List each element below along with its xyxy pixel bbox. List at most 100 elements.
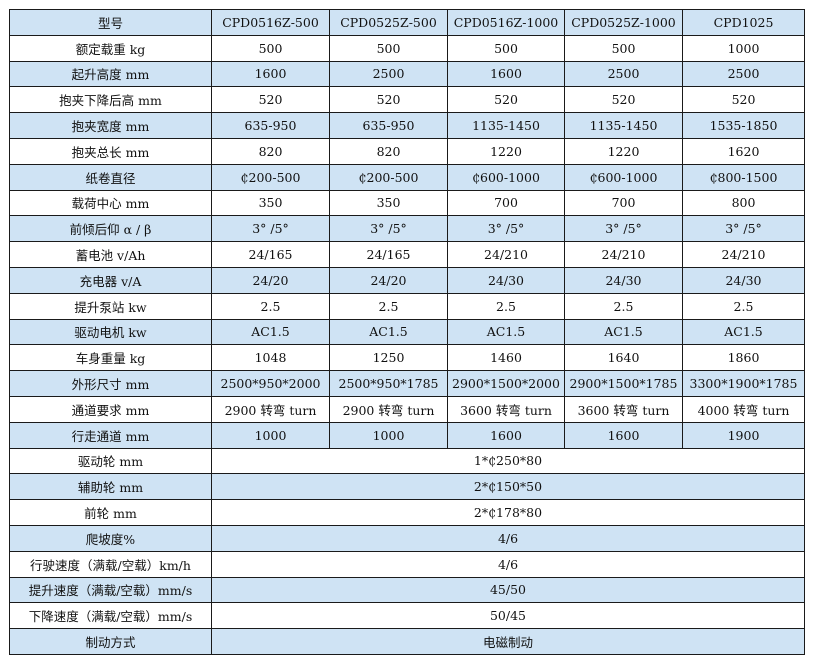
spec-cell: 1048 [211,344,330,372]
shared-row-label: 下降速度（满载/空载）mm/s [9,602,212,630]
spec-cell: 3° /5° [682,215,805,243]
spec-cell: 800 [682,189,805,217]
spec-cell: 2500 [564,60,683,88]
spec-cell: 1000 [682,34,805,62]
spec-cell: AC1.5 [447,318,565,346]
spec-row-label: 车身重量 kg [9,344,212,372]
spec-cell: 24/165 [329,241,448,268]
spec-cell: 2900*1500*1785 [564,370,683,397]
spec-cell: ₵600-1000 [447,163,565,191]
shared-row: 提升速度（满载/空载）mm/s 45/50 [9,576,805,604]
spec-row-label: 纸卷直径 [9,163,212,191]
spec-row: 额定载重 kg 500 500 500 500 1000 [9,34,805,62]
spec-row-label: 蓄电池 v/Ah [9,241,212,268]
spec-cell: 1460 [447,344,565,372]
spec-cell: 3600 转弯 turn [447,395,565,423]
spec-row: 抱夹总长 mm 820 820 1220 1220 1620 [9,137,805,165]
shared-row-value: 2*₵150*50 [211,473,805,501]
spec-cell: 2.5 [211,292,330,320]
spec-table-body: 型号 CPD0516Z-500 CPD0525Z-500 CPD0516Z-10… [9,9,805,655]
spec-row: 抱夹宽度 mm 635-950 635-950 1135-1450 1135-1450 1… [9,112,805,139]
shared-row-label: 前轮 mm [9,499,212,526]
shared-row: 驱动轮 mm 1*₵250*80 [9,447,805,475]
spec-row: 载荷中心 mm 350 350 700 700 800 [9,189,805,217]
shared-row-value: 4/6 [211,550,805,578]
spec-cell: 1220 [447,137,565,165]
spec-table: 型号 CPD0516Z-500 CPD0525Z-500 CPD0516Z-10… [9,9,805,655]
spec-cell: 700 [447,189,565,217]
header-label: 型号 [9,9,212,36]
shared-row-value: 2*₵178*80 [211,499,805,526]
shared-row-value: 45/50 [211,576,805,604]
spec-cell: 1250 [329,344,448,372]
spec-row-label: 额定载重 kg [9,34,212,62]
spec-cell: ₵200-500 [329,163,448,191]
spec-cell: 24/30 [447,266,565,294]
spec-cell: 635-950 [329,112,448,139]
spec-cell: 635-950 [211,112,330,139]
shared-row-label: 制动方式 [9,628,212,655]
spec-cell: 820 [211,137,330,165]
spec-cell: 500 [447,34,565,62]
spec-cell: 350 [211,189,330,217]
shared-row-label: 爬坡度% [9,524,212,552]
spec-row-label: 驱动电机 kw [9,318,212,346]
spec-cell: 520 [329,86,448,114]
header-model: CPD0516Z-500 [211,9,330,36]
shared-row-value: 4/6 [211,524,805,552]
spec-cell: 2.5 [329,292,448,320]
spec-row: 通道要求 mm 2900 转弯 turn 2900 转弯 turn 3600 转弯 t… [9,395,805,423]
shared-row-label: 提升速度（满载/空载）mm/s [9,576,212,604]
spec-cell: 520 [564,86,683,114]
spec-cell: AC1.5 [211,318,330,346]
header-model: CPD0516Z-1000 [447,9,565,36]
spec-row-label: 充电器 v/A [9,266,212,294]
spec-cell: 3° /5° [447,215,565,243]
spec-cell: ₵600-1000 [564,163,683,191]
spec-row-label: 提升泵站 kw [9,292,212,320]
spec-cell: 1135-1450 [564,112,683,139]
shared-row-value: 1*₵250*80 [211,447,805,475]
shared-row: 爬坡度% 4/6 [9,524,805,552]
spec-cell: 2900 转弯 turn [329,395,448,423]
shared-row-value: 50/45 [211,602,805,630]
spec-cell: ₵800-1500 [682,163,805,191]
spec-cell: 1000 [211,421,330,449]
spec-row: 行走通道 mm 1000 1000 1600 1600 1900 [9,421,805,449]
spec-cell: 520 [211,86,330,114]
spec-cell: ₵200-500 [211,163,330,191]
shared-row: 制动方式 电磁制动 [9,628,805,655]
spec-cell: 24/30 [564,266,683,294]
spec-row: 外形尺寸 mm 2500*950*2000 2500*950*1785 2900*15… [9,370,805,397]
spec-row: 抱夹下降后高 mm 520 520 520 520 520 [9,86,805,114]
spec-row-label: 行走通道 mm [9,421,212,449]
spec-cell: 2.5 [447,292,565,320]
shared-row: 前轮 mm 2*₵178*80 [9,499,805,526]
spec-cell: 1600 [447,60,565,88]
spec-cell: 1600 [211,60,330,88]
spec-cell: 1135-1450 [447,112,565,139]
header-model: CPD1025 [682,9,805,36]
spec-cell: 500 [564,34,683,62]
spec-cell: 24/210 [447,241,565,268]
spec-cell: 1900 [682,421,805,449]
spec-row-label: 通道要求 mm [9,395,212,423]
spec-row-label: 抱夹下降后高 mm [9,86,212,114]
spec-row-label: 抱夹总长 mm [9,137,212,165]
spec-cell: AC1.5 [329,318,448,346]
spec-cell: 2500*950*1785 [329,370,448,397]
spec-cell: 1640 [564,344,683,372]
spec-cell: 2500 [682,60,805,88]
shared-row: 下降速度（满载/空载）mm/s 50/45 [9,602,805,630]
spec-cell: 1600 [447,421,565,449]
spec-cell: 1000 [329,421,448,449]
spec-row-label: 起升高度 mm [9,60,212,88]
spec-cell: 3° /5° [211,215,330,243]
header-row: 型号 CPD0516Z-500 CPD0525Z-500 CPD0516Z-10… [9,9,805,36]
spec-cell: 500 [211,34,330,62]
spec-row: 前倾后仰 α / β 3° /5° 3° /5° 3° /5° 3° /5° 3° /5° [9,215,805,243]
spec-cell: 2500*950*2000 [211,370,330,397]
header-model: CPD0525Z-500 [329,9,448,36]
shared-row: 行驶速度（满载/空载）km/h 4/6 [9,550,805,578]
spec-cell: 2.5 [564,292,683,320]
